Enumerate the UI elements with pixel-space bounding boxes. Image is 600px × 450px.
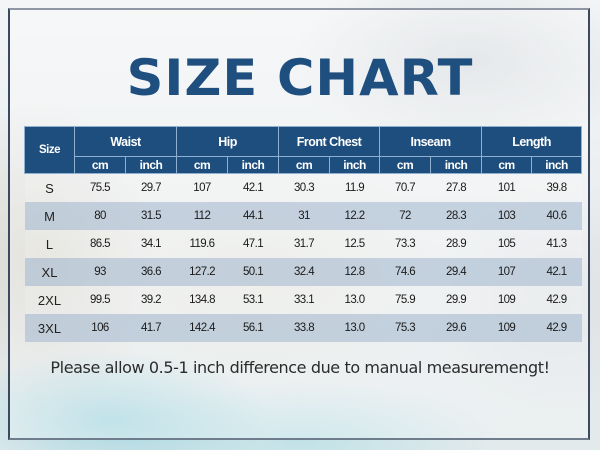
table-cell: 44.1 <box>227 202 279 230</box>
table-cell: 11.9 <box>329 173 380 202</box>
table-cell: 105 <box>481 230 532 258</box>
table-cell: 109 <box>481 314 532 342</box>
table-cell: 13.0 <box>329 286 380 314</box>
table-cell: 39.2 <box>125 286 177 314</box>
table-cell: 31.7 <box>278 230 330 258</box>
unit-header: cm <box>481 156 533 174</box>
table-cell: 34.1 <box>125 230 177 258</box>
hip-header: Hip <box>175 126 280 157</box>
table-cell: 73.3 <box>379 230 431 258</box>
table-cell: 29.4 <box>430 258 482 286</box>
inseam-header: Inseam <box>379 126 483 157</box>
table-cell: 134.8 <box>176 286 228 314</box>
table-cell: 29.6 <box>430 314 482 342</box>
unit-header: inch <box>430 156 483 174</box>
unit-header: inch <box>329 156 381 174</box>
table-cell: 101 <box>481 173 532 202</box>
table-row: L 86.5 34.1 119.6 47.1 31.7 12.5 73.3 28… <box>24 230 582 258</box>
table-row: XL 93 36.6 127.2 50.1 32.4 12.8 74.6 29.… <box>24 258 582 286</box>
table-cell: 107 <box>481 258 532 286</box>
table-cell: 80 <box>74 202 126 230</box>
table-cell: 70.7 <box>379 173 431 202</box>
table-cell: 109 <box>481 286 532 314</box>
table-cell: 99.5 <box>74 286 126 314</box>
table-row: 3XL 106 41.7 142.4 56.1 33.8 13.0 75.3 2… <box>24 314 582 342</box>
table-cell: 42.9 <box>531 286 582 314</box>
unit-header: cm <box>379 156 432 174</box>
size-cell: 3XL <box>24 314 75 342</box>
table-cell: 40.6 <box>531 202 582 230</box>
table-cell: 56.1 <box>227 314 279 342</box>
unit-header: inch <box>531 156 583 174</box>
table-cell: 75.3 <box>379 314 431 342</box>
table-cell: 29.7 <box>125 173 177 202</box>
table-cell: 31 <box>278 202 330 230</box>
table-cell: 75.9 <box>379 286 431 314</box>
table-cell: 47.1 <box>227 230 279 258</box>
header-units-row: cm inch cm inch cm inch cm inch cm inch <box>25 156 583 174</box>
unit-header: cm <box>278 156 331 174</box>
table-row: M 80 31.5 112 44.1 31 12.2 72 28.3 103 4… <box>24 202 582 230</box>
table-cell: 39.8 <box>531 173 582 202</box>
size-cell: XL <box>24 258 75 286</box>
table-cell: 31.5 <box>125 202 177 230</box>
size-table: Size Waist Hip Front Chest Inseam Length… <box>24 126 583 342</box>
table-cell: 36.6 <box>125 258 177 286</box>
table-cell: 103 <box>481 202 532 230</box>
page-title: SIZE CHART <box>126 49 474 107</box>
table-cell: 29.9 <box>430 286 482 314</box>
size-cell: 2XL <box>24 286 75 314</box>
table-cell: 42.1 <box>531 258 582 286</box>
unit-header: inch <box>226 156 280 174</box>
size-column-header: Size <box>24 126 75 174</box>
length-header: Length <box>481 126 583 157</box>
table-cell: 107 <box>176 173 228 202</box>
measurement-note: Please allow 0.5-1 inch difference due t… <box>50 358 550 377</box>
table-cell: 30.3 <box>278 173 330 202</box>
table-cell: 33.8 <box>278 314 330 342</box>
table-cell: 27.8 <box>430 173 482 202</box>
front-chest-header: Front Chest <box>278 126 381 157</box>
table-cell: 86.5 <box>74 230 126 258</box>
table-cell: 12.5 <box>329 230 380 258</box>
size-cell: S <box>24 173 75 202</box>
table-cell: 28.3 <box>430 202 482 230</box>
table-cell: 53.1 <box>227 286 279 314</box>
table-cell: 75.5 <box>74 173 126 202</box>
table-row: S 75.5 29.7 107 42.1 30.3 11.9 70.7 27.8… <box>24 173 582 202</box>
table-cell: 112 <box>176 202 228 230</box>
size-cell: L <box>24 230 75 258</box>
table-row: 2XL 99.5 39.2 134.8 53.1 33.1 13.0 75.9 … <box>24 286 582 314</box>
table-cell: 142.4 <box>176 314 228 342</box>
size-cell: M <box>24 202 75 230</box>
unit-header: cm <box>176 156 228 174</box>
table-cell: 41.3 <box>531 230 582 258</box>
table-cell: 42.9 <box>531 314 582 342</box>
table-cell: 127.2 <box>176 258 228 286</box>
table-cell: 74.6 <box>379 258 431 286</box>
table-cell: 119.6 <box>176 230 228 258</box>
table-cell: 72 <box>379 202 431 230</box>
table-cell: 12.2 <box>329 202 380 230</box>
table-cell: 33.1 <box>278 286 330 314</box>
unit-header: cm <box>74 156 126 174</box>
table-cell: 50.1 <box>227 258 279 286</box>
table-cell: 93 <box>74 258 126 286</box>
table-cell: 12.8 <box>329 258 380 286</box>
table-cell: 106 <box>74 314 126 342</box>
table-cell: 32.4 <box>278 258 330 286</box>
table-cell: 41.7 <box>125 314 177 342</box>
header-group-row: Size Waist Hip Front Chest Inseam Length <box>24 126 583 174</box>
table-cell: 42.1 <box>227 173 279 202</box>
table-cell: 13.0 <box>329 314 380 342</box>
unit-header: inch <box>125 156 177 174</box>
waist-header: Waist <box>74 126 177 157</box>
table-cell: 28.9 <box>430 230 482 258</box>
